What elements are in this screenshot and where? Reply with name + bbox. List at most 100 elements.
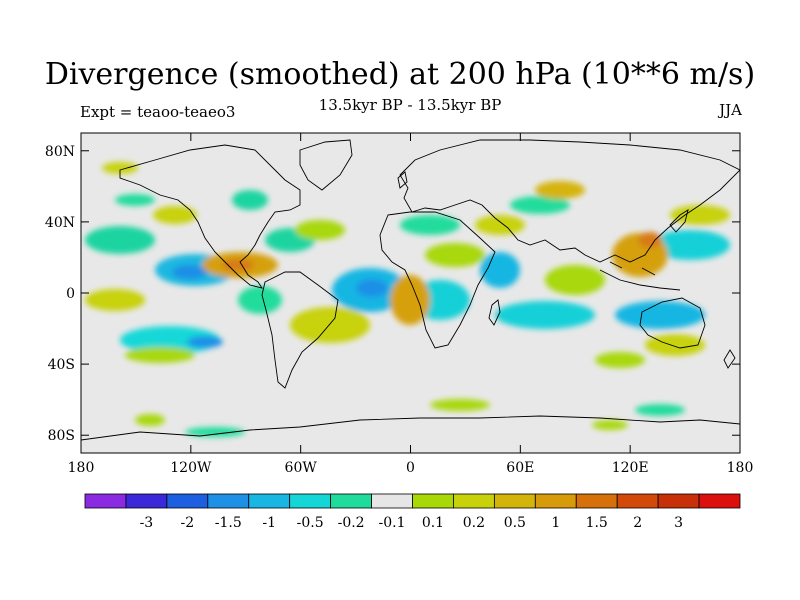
colorbar-swatch	[412, 493, 454, 509]
divergence-region	[222, 259, 254, 271]
colorbar-swatch	[616, 493, 659, 509]
new-zealand-coastline	[723, 349, 736, 369]
colorbar-label: 1.5	[586, 515, 608, 531]
longitude-axis: 180 120W 60W 0 60E 120E 180	[68, 133, 754, 476]
convergence-region	[495, 301, 595, 329]
antarctica-coastline	[81, 415, 740, 441]
lat-tick-label: 0	[66, 286, 75, 302]
lat-tick-label: 40S	[48, 357, 75, 373]
divergence-region	[295, 220, 345, 240]
colorbar-swatch	[330, 493, 372, 509]
madagascar-coastline	[488, 299, 501, 326]
divergence-region	[102, 162, 138, 174]
divergence-region	[595, 352, 645, 368]
convergence-region	[120, 326, 220, 354]
convergence-region	[172, 265, 208, 279]
lon-tick-label: 120E	[612, 460, 649, 476]
british-isles-coastline	[397, 171, 408, 189]
colorbar-swatch	[698, 493, 741, 509]
colorbar: -3 -2 -1.5 -1 -0.5 -0.2 -0.1 0.1 0.2 0.5 1 1.5 2 3	[84, 493, 741, 531]
africa-coastline	[379, 211, 496, 349]
subtitle: 13.5kyr BP - 13.5kyr BP	[318, 96, 502, 114]
colorbar-swatch	[125, 493, 168, 509]
divergence-region	[475, 215, 525, 235]
colorbar-label: 2	[633, 515, 642, 531]
divergence-region	[645, 334, 705, 356]
divergence-region	[545, 265, 605, 295]
divergence-region	[638, 232, 662, 248]
colorbar-swatch	[453, 493, 495, 509]
coastlines	[81, 139, 740, 441]
divergence-region	[535, 181, 585, 199]
divergence-region	[670, 205, 730, 225]
colorbar-label: 3	[674, 515, 683, 531]
lon-tick-label: 180	[68, 460, 95, 476]
australia-coastline	[639, 297, 706, 349]
colorbar-label: -2	[181, 515, 195, 531]
colorbar-label: 1	[551, 515, 560, 531]
lat-tick-label: 80N	[45, 144, 75, 160]
divergence-region	[290, 307, 370, 343]
colorbar-swatch	[534, 493, 577, 509]
convergence-region	[400, 215, 460, 235]
lon-tick-label: 180	[727, 460, 754, 476]
divergence-region	[125, 347, 195, 363]
divergence-region	[390, 275, 430, 325]
greenland-coastline	[299, 139, 353, 191]
colorbar-swatch	[493, 493, 536, 509]
indonesia-coastline	[599, 261, 681, 291]
convergence-region	[635, 404, 685, 416]
colorbar-swatch	[166, 493, 209, 509]
convergence-region	[615, 301, 705, 329]
colorbar-swatch	[84, 493, 127, 509]
convergence-region	[650, 230, 730, 260]
colorbar-swatch	[289, 493, 332, 509]
colorbar-label: -3	[140, 515, 154, 531]
lat-tick-label: 80S	[48, 428, 75, 444]
colorbar-swatch	[371, 493, 413, 509]
colorbar-label: -0.2	[338, 515, 365, 531]
colorbar-swatch	[248, 493, 291, 509]
convergence-region	[232, 190, 268, 210]
experiment-label: Expt = teaoo-teaeo3	[80, 103, 236, 121]
divergence-region	[425, 243, 485, 267]
colorbar-label: -1	[262, 515, 276, 531]
japan-coastline	[669, 209, 689, 233]
north-america-coastline	[119, 144, 301, 289]
colorbar-swatch	[207, 493, 250, 509]
convergence-region	[85, 226, 155, 254]
colorbar-label: 0.5	[504, 515, 526, 531]
convergence-region	[510, 196, 570, 214]
colorbar-swatch	[575, 493, 618, 509]
divergence-region	[592, 420, 628, 430]
convergence-region	[187, 336, 223, 348]
convergence-region	[356, 279, 388, 297]
divergence-region	[85, 289, 145, 311]
convergence-region	[238, 286, 282, 314]
convergence-region	[480, 252, 520, 288]
divergence-region	[153, 206, 197, 224]
season-label: JJA	[719, 101, 742, 119]
colorbar-swatch	[657, 493, 700, 509]
colorbar-label: -0.1	[379, 515, 406, 531]
lon-tick-label: 0	[406, 460, 415, 476]
page-title: Divergence (smoothed) at 200 hPa (10**6 …	[44, 57, 756, 92]
lon-tick-label: 60E	[506, 460, 534, 476]
convergence-region	[185, 427, 245, 437]
eurasia-coastline	[399, 139, 740, 263]
divergence-region	[135, 414, 165, 426]
latitude-axis: 80N 40N 0 40S 80S	[45, 144, 740, 444]
lat-tick-label: 40N	[45, 215, 75, 231]
colorbar-label: 0.2	[463, 515, 485, 531]
convergence-region	[115, 194, 155, 206]
colorbar-label: 0.1	[422, 515, 444, 531]
map-panel: 80N 40N 0 40S 80S 180 120W 60W 0 60E 120E 180	[45, 132, 754, 476]
divergence-field	[85, 162, 730, 437]
south-america-coastline	[261, 271, 339, 389]
lon-tick-label: 60W	[285, 460, 318, 476]
colorbar-label: -1.5	[215, 515, 242, 531]
lon-tick-label: 120W	[170, 460, 212, 476]
divergence-region	[430, 399, 490, 411]
colorbar-label: -0.5	[297, 515, 324, 531]
